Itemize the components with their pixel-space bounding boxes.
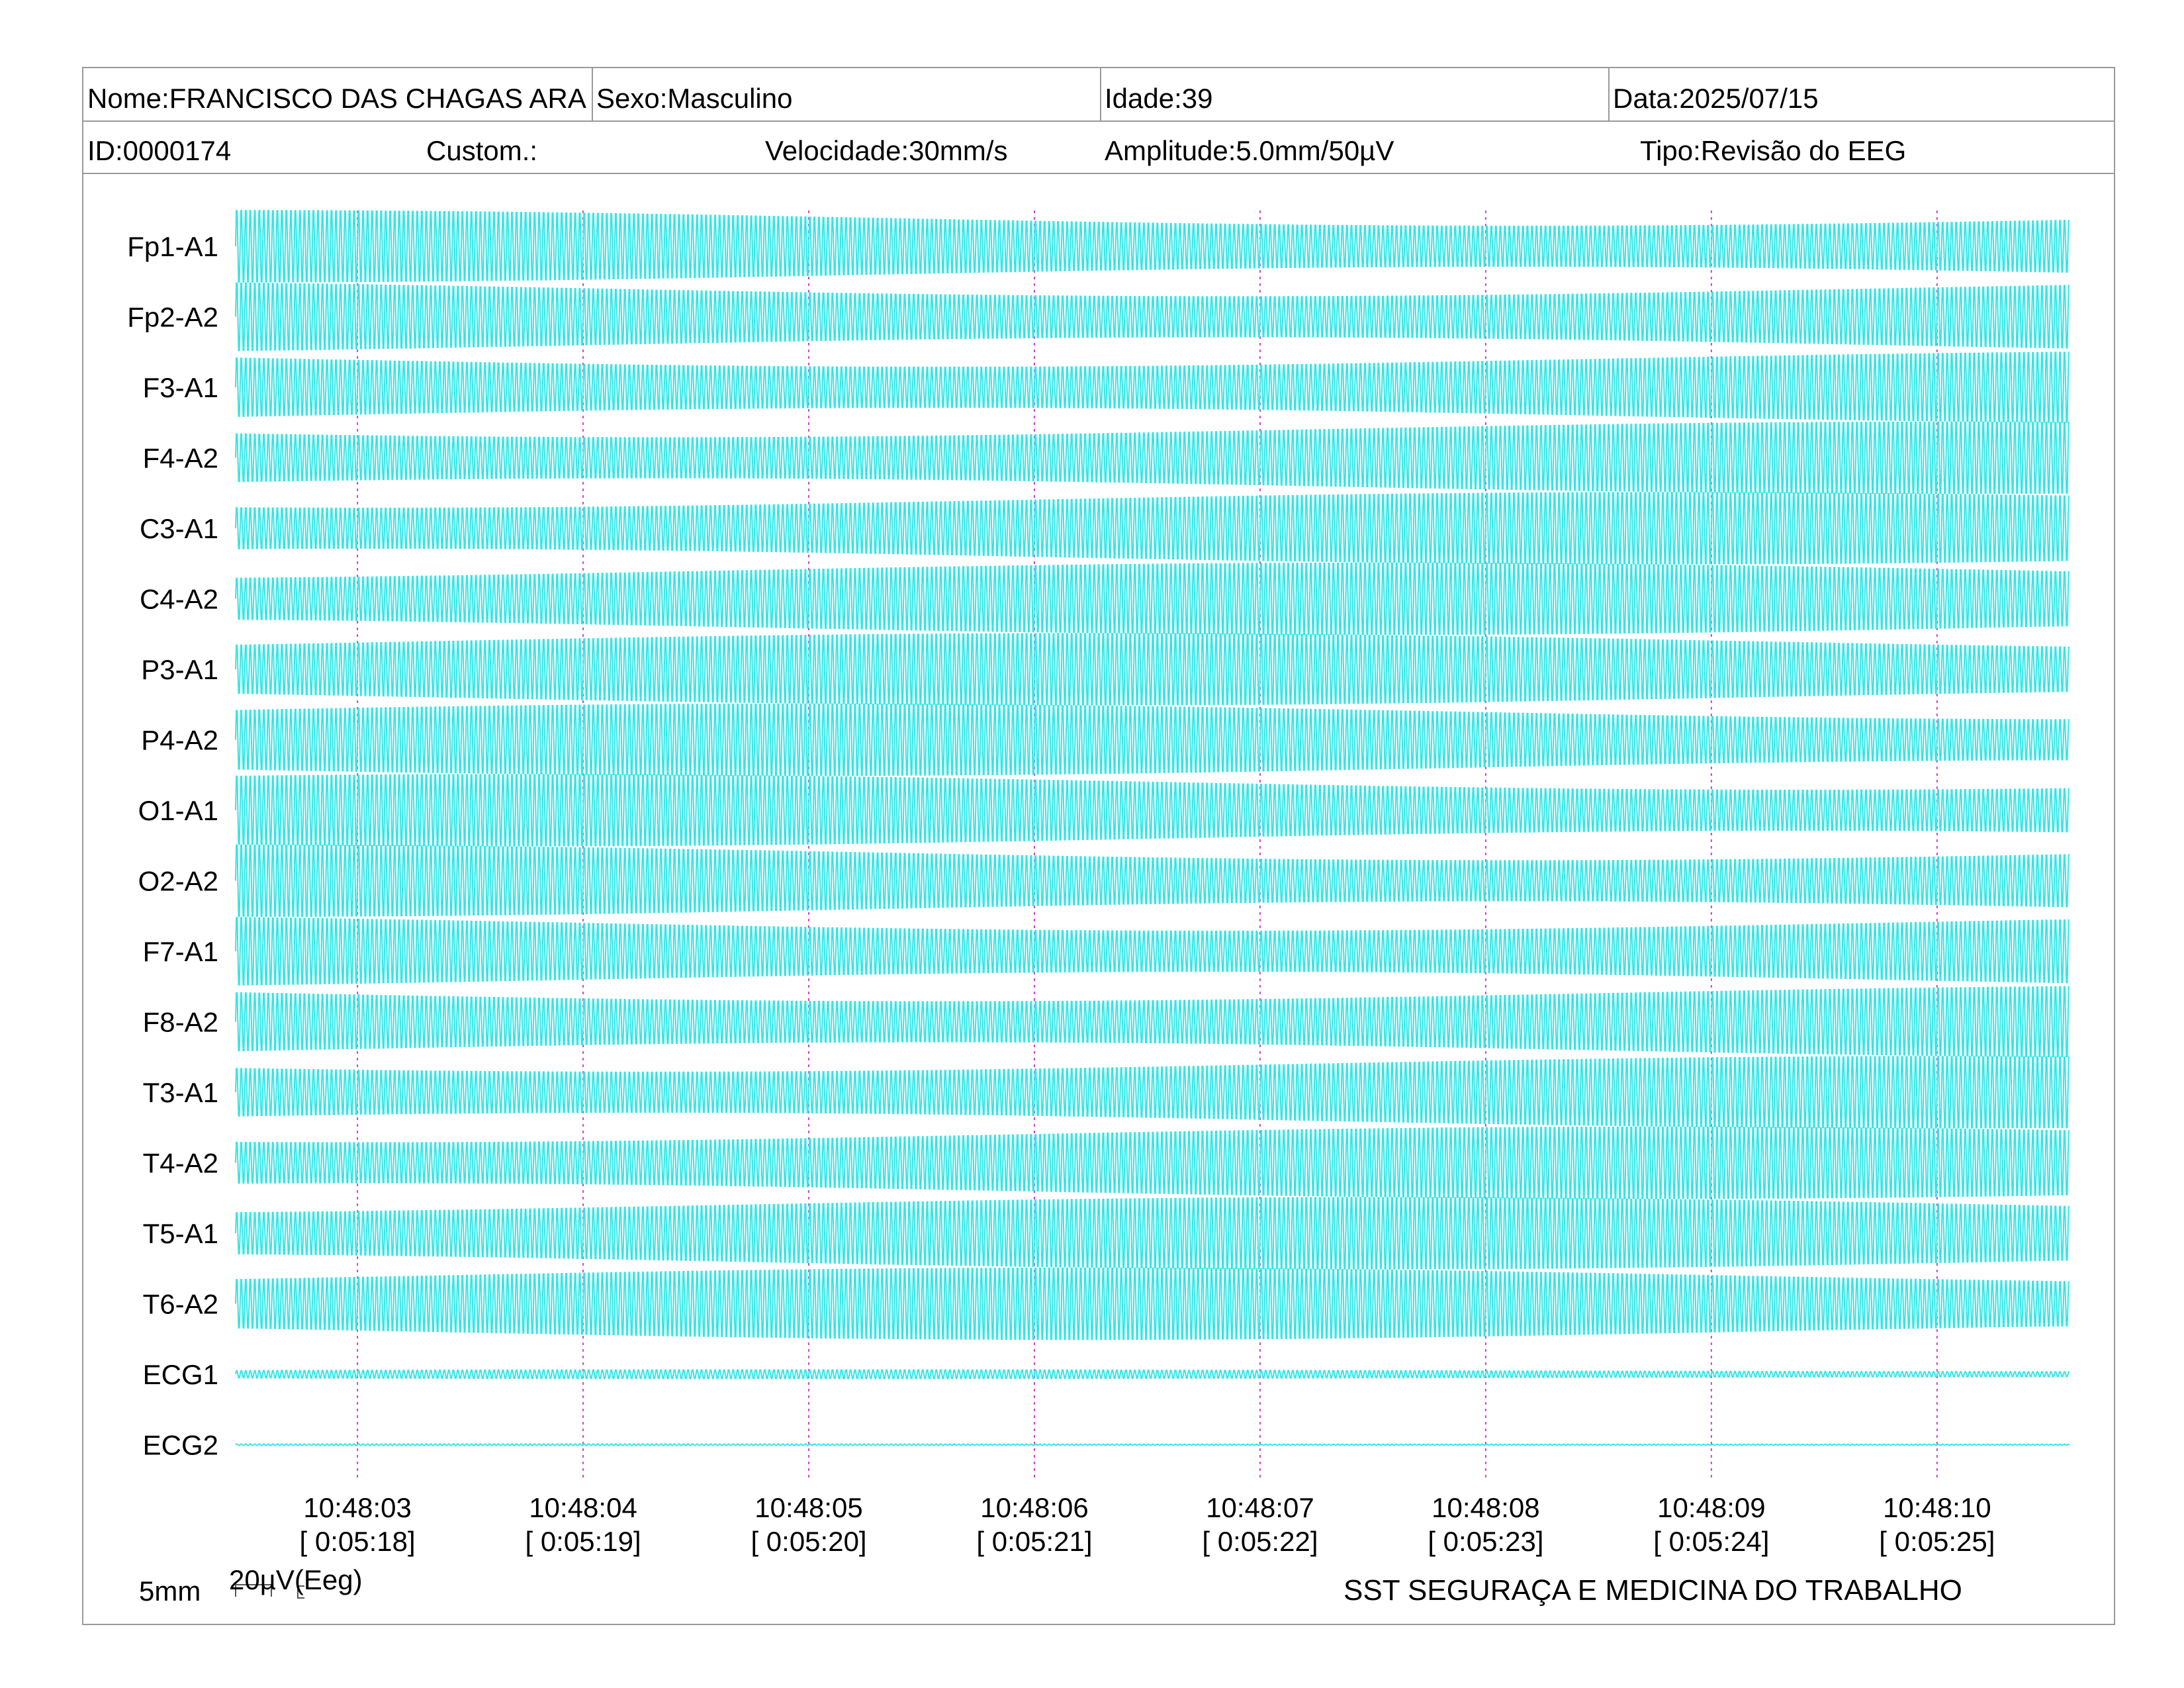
tick-clock-label: 10:48:04	[529, 1492, 637, 1523]
tick-elapsed-label: [ 0:05:24]	[1653, 1526, 1769, 1557]
trace-f4-a2	[235, 421, 2070, 494]
channel-label: F8-A2	[143, 1007, 218, 1038]
trace-t6-a2	[235, 1267, 2070, 1340]
tick-clock-label: 10:48:06	[980, 1492, 1089, 1523]
patient-age: Idade:39	[1105, 83, 1213, 114]
channel-label: Fp2-A2	[127, 302, 218, 333]
exam-type: Tipo:Revisão do EEG	[1640, 135, 1907, 166]
custom-field: Custom.:	[426, 135, 538, 166]
trace-o1-a1	[235, 774, 2070, 847]
speed-setting: Velocidade:30mm/s	[765, 135, 1008, 166]
header-divider	[1608, 68, 1610, 120]
tick-elapsed-label: [ 0:05:20]	[751, 1526, 866, 1557]
trace-t4-a2	[235, 1126, 2070, 1199]
channel-label: P4-A2	[141, 725, 218, 756]
header-divider	[592, 68, 593, 120]
patient-sex: Sexo:Masculino	[596, 83, 793, 114]
tick-elapsed-label: [ 0:05:25]	[1879, 1526, 1995, 1557]
channel-label: C3-A1	[140, 513, 218, 544]
channel-label: Fp1-A1	[127, 231, 218, 262]
trace-fp1-a1	[235, 210, 2070, 283]
tick-elapsed-label: [ 0:05:21]	[976, 1526, 1092, 1557]
clinic-name: SST SEGURAÇA E MEDICINA DO TRABALHO	[1343, 1574, 1962, 1607]
patient-id: ID:0000174	[87, 135, 232, 166]
time-axis: 10:48:03[ 0:05:18] 10:48:04[ 0:05:19] 10:4…	[300, 1492, 1995, 1557]
header-divider	[1100, 68, 1101, 120]
trace-t5-a1	[235, 1197, 2070, 1270]
trace-f7-a1	[235, 917, 2070, 986]
eeg-traces	[235, 210, 2070, 1446]
tick-elapsed-label: [ 0:05:18]	[300, 1526, 416, 1557]
channel-label: ECG1	[143, 1359, 218, 1390]
header-row-exam: ID:0000174 Custom.: Velocidade:30mm/s Am…	[83, 120, 2114, 174]
channel-label: F3-A1	[143, 372, 218, 403]
channel-label: O1-A1	[138, 795, 218, 826]
channel-label: ECG2	[143, 1430, 218, 1461]
patient-name: Nome:FRANCISCO DAS CHAGAS ARA	[87, 83, 586, 114]
channel-label: T3-A1	[143, 1077, 218, 1108]
trace-c3-a1	[235, 492, 2070, 565]
tick-clock-label: 10:48:07	[1206, 1492, 1314, 1523]
tick-clock-label: 10:48:03	[303, 1492, 412, 1523]
trace-c4-a2	[235, 562, 2070, 635]
trace-t3-a1	[235, 1056, 2070, 1129]
tick-elapsed-label: [ 0:05:22]	[1202, 1526, 1318, 1557]
channel-label: O2-A2	[138, 866, 218, 897]
channel-label: F4-A2	[143, 443, 218, 474]
tick-clock-label: 10:48:05	[754, 1492, 863, 1523]
trace-ecg1	[235, 1369, 2070, 1380]
header-row-patient: Nome:FRANCISCO DAS CHAGAS ARA Sexo:Mascu…	[83, 68, 2114, 122]
amplitude-setting: Amplitude:5.0mm/50µV	[1105, 135, 1394, 166]
channel-labels: Fp1-A1 Fp2-A2 F3-A1 F4-A2 C3-A1 C4-A2 P3-A1 P4-…	[127, 231, 218, 1461]
trace-f8-a2	[235, 986, 2070, 1058]
scale-bar-icon	[235, 1584, 304, 1599]
trace-o2-a2	[235, 844, 2070, 917]
channel-label: T4-A2	[143, 1148, 218, 1179]
tick-elapsed-label: [ 0:05:19]	[525, 1526, 641, 1557]
trace-f3-a1	[235, 352, 2070, 423]
tick-clock-label: 10:48:09	[1657, 1492, 1766, 1523]
time-scale-label: 5mm	[139, 1575, 201, 1607]
trace-p3-a1	[235, 633, 2070, 706]
trace-p4-a2	[235, 703, 2070, 776]
amplitude-scale-label: 20µV(Eeg)	[229, 1564, 363, 1595]
tick-clock-label: 10:48:08	[1432, 1492, 1540, 1523]
channel-label: T5-A1	[143, 1218, 218, 1249]
channel-label: P3-A1	[141, 654, 218, 685]
report-frame: Nome:FRANCISCO DAS CHAGAS ARA Sexo:Mascu…	[82, 67, 2115, 1625]
tick-clock-label: 10:48:10	[1883, 1492, 1991, 1523]
trace-ecg2	[235, 1443, 2070, 1446]
channel-label: T6-A2	[143, 1289, 218, 1320]
channel-label: F7-A1	[143, 936, 218, 967]
tick-elapsed-label: [ 0:05:23]	[1428, 1526, 1543, 1557]
trace-fp2-a2	[235, 282, 2070, 352]
channel-label: C4-A2	[140, 584, 218, 615]
exam-date: Data:2025/07/15	[1613, 83, 1819, 114]
